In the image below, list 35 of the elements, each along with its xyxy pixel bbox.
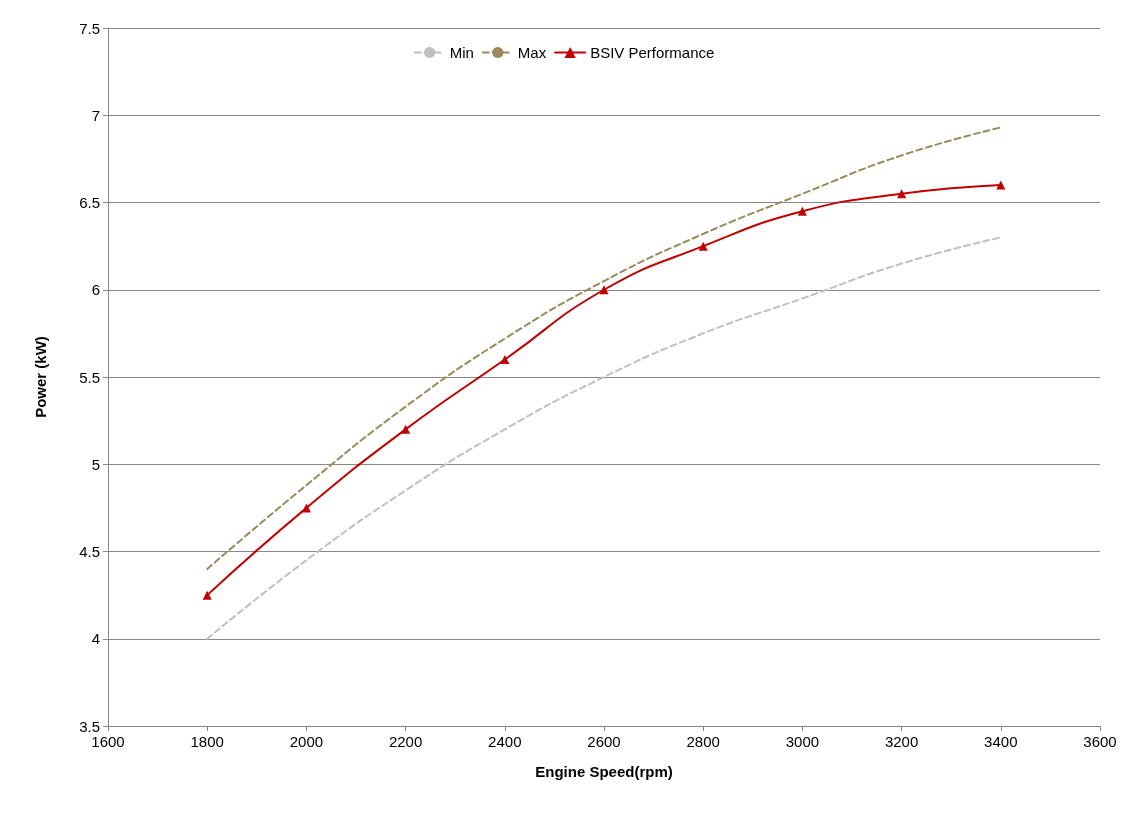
y-tick-label: 4.5 xyxy=(79,543,100,560)
point xyxy=(897,189,907,199)
y-tick-label: 4 xyxy=(91,630,100,648)
x-tick-label: 1600 xyxy=(91,733,125,750)
x-tick-label: 2600 xyxy=(587,733,621,750)
legend-label: Max xyxy=(517,44,547,61)
x-tick-label: 2000 xyxy=(289,733,324,750)
point xyxy=(401,424,411,434)
point xyxy=(500,355,510,365)
x-tick-label: 3000 xyxy=(785,733,820,750)
point xyxy=(797,206,807,216)
y-tick-label: 7.5 xyxy=(79,19,100,37)
line-series xyxy=(206,126,1002,570)
x-tick-label: 3600 xyxy=(1083,733,1117,750)
x-tick-label: 2400 xyxy=(488,733,522,750)
y-tick-label: 3.5 xyxy=(79,717,100,735)
point xyxy=(996,180,1006,190)
x-tick-label: 3400 xyxy=(984,733,1018,750)
x-tick-label: 2200 xyxy=(388,733,423,750)
x-tick-label: 1800 xyxy=(190,733,224,750)
x-tick-label: 2800 xyxy=(686,733,720,750)
legend-label: Min xyxy=(449,44,474,61)
legend-label: BSIV Performance xyxy=(590,44,715,61)
y-tick-label: 5.5 xyxy=(79,368,100,386)
y-tick-label: 5 xyxy=(91,455,100,473)
y-tick-label: 6.5 xyxy=(79,194,100,211)
y-tick-label: 6 xyxy=(91,281,100,299)
y-axis-title: Power (kW) xyxy=(32,336,49,418)
point xyxy=(698,241,708,251)
x-tick-label: 3200 xyxy=(884,733,919,750)
x-axis-title: Engine Speed(rpm) xyxy=(535,763,673,780)
line-series xyxy=(206,236,1002,640)
point xyxy=(599,285,609,295)
y-tick-label: 7 xyxy=(91,106,100,124)
point xyxy=(202,590,212,600)
